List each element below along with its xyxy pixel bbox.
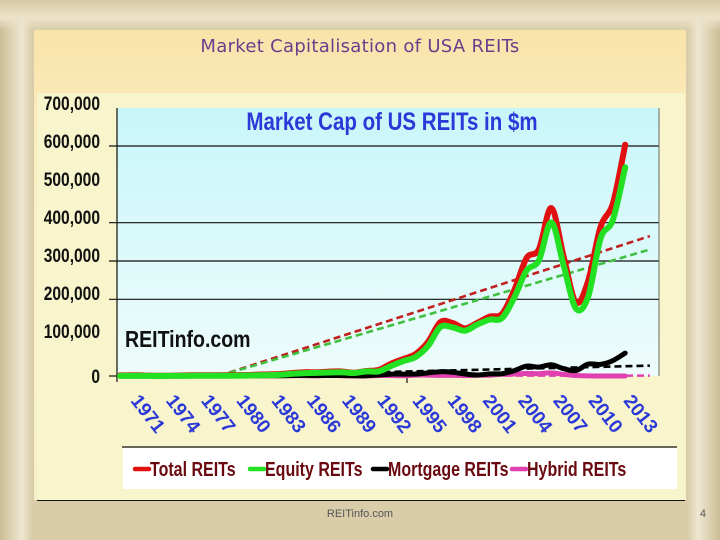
slide-footer: REITinfo.com [326, 508, 394, 520]
legend [123, 448, 677, 489]
x-tick-label: 1983 [267, 391, 310, 437]
series-line-equity-reits [117, 164, 629, 379]
x-tick-label: 1986 [302, 391, 345, 437]
chart-image: 700,000 600,000 500,000 400,000 300,000 200,0… [37, 93, 685, 501]
trend-line [218, 234, 651, 378]
y-tick-label: 300,000 [44, 245, 100, 267]
legend-label: Mortgage REITs [388, 458, 509, 480]
x-tick-label: 1995 [408, 391, 451, 438]
x-tick-label: 1980 [232, 391, 275, 437]
inner-chart-title: Market Cap of US REITs in $m [246, 107, 537, 135]
y-tick-label: 200,000 [44, 283, 100, 305]
y-tick-label: 500,000 [44, 169, 100, 191]
legend-label: Total REITs [150, 458, 236, 480]
y-tick-label: 700,000 [44, 93, 100, 114]
x-tick-label: 2013 [619, 391, 662, 437]
x-tick-label: 2004 [513, 391, 556, 438]
legend-label: Hybrid REITs [527, 458, 626, 480]
trend-line [218, 248, 651, 378]
y-tick-label: 100,000 [44, 321, 100, 343]
x-tick-label: 1977 [196, 391, 239, 437]
x-tick-label: 1992 [372, 391, 415, 437]
page-number: 4 [699, 508, 706, 520]
y-tick-label: 400,000 [44, 207, 100, 229]
legend-label: Equity REITs [265, 458, 362, 480]
y-tick-label: 600,000 [44, 131, 100, 153]
slide-title: Market Capitalisation of USA REITs [200, 36, 520, 57]
x-tick-label: 1971 [126, 391, 169, 438]
plot-area [117, 108, 659, 376]
x-tick-label: 2001 [478, 391, 521, 438]
y-tick-label: 0 [91, 366, 100, 388]
watermark-text: REITinfo.com [125, 327, 251, 353]
x-tick-label: 2007 [548, 391, 591, 437]
x-tick-label: 1989 [337, 391, 380, 437]
market-cap-chart: 700,000 600,000 500,000 400,000 300,000 200,0… [44, 93, 677, 489]
x-tick-label: 1998 [443, 391, 486, 437]
x-tick-label: 2010 [584, 391, 627, 437]
x-tick-label: 1974 [161, 391, 204, 438]
